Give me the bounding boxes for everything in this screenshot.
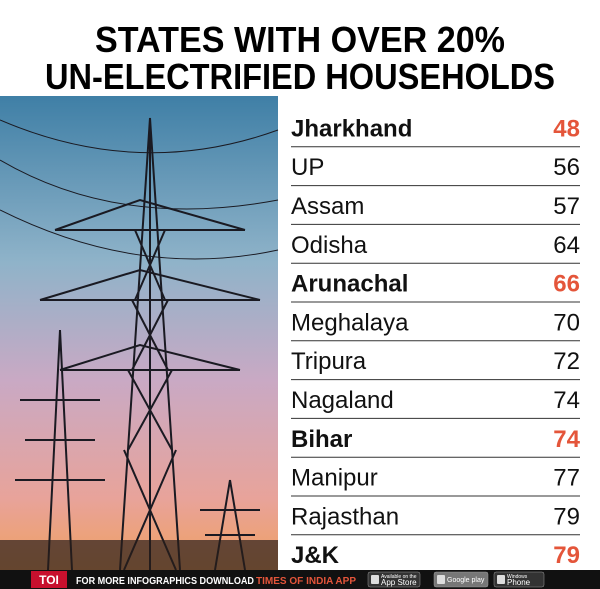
state-name: Rajasthan <box>291 503 399 530</box>
state-value: 66 <box>553 271 580 298</box>
state-name: Odisha <box>291 232 368 259</box>
state-name: Meghalaya <box>291 309 409 336</box>
state-name: J&K <box>291 542 340 569</box>
badge-big: Phone <box>507 578 531 587</box>
store-badge <box>367 571 421 588</box>
state-name: UP <box>291 154 324 181</box>
state-value: 77 <box>553 465 580 492</box>
state-name: Tripura <box>291 348 367 375</box>
state-name: Nagaland <box>291 387 394 414</box>
title-line: STATES WITH OVER 20% <box>95 19 505 60</box>
state-name: Assam <box>291 193 364 220</box>
badge-big: Google play <box>447 577 485 584</box>
state-value: 56 <box>553 154 580 181</box>
badge-small: Available on the <box>381 574 417 580</box>
store-badge <box>433 571 489 588</box>
state-value: 79 <box>553 542 580 569</box>
state-value: 79 <box>553 503 580 530</box>
state-value: 72 <box>553 348 580 375</box>
state-value: 64 <box>553 232 580 259</box>
photo <box>0 96 279 571</box>
badge-big: App Store <box>381 578 417 587</box>
state-value: 48 <box>553 115 580 142</box>
state-value: 57 <box>553 193 580 220</box>
state-name: Manipur <box>291 465 378 492</box>
footer-text: FOR MORE INFOGRAPHICS DOWNLOAD <box>76 575 254 587</box>
state-value: 74 <box>553 387 580 414</box>
logo-box <box>31 571 67 588</box>
badge-icon <box>371 575 379 584</box>
footer-app: TIMES OF INDIA APP <box>256 575 356 587</box>
badge-icon <box>437 575 445 584</box>
logo: TOI <box>39 573 59 587</box>
state-name: Jharkhand <box>291 115 412 142</box>
store-badge <box>493 571 545 588</box>
state-name: Bihar <box>291 426 352 453</box>
badge-icon <box>497 575 505 584</box>
state-name: Arunachal <box>291 271 408 298</box>
title-line: UN-ELECTRIFIED HOUSEHOLDS <box>45 56 555 97</box>
state-value: 74 <box>553 426 580 453</box>
badge-small: Windows <box>507 574 528 580</box>
state-value: 70 <box>553 309 580 336</box>
